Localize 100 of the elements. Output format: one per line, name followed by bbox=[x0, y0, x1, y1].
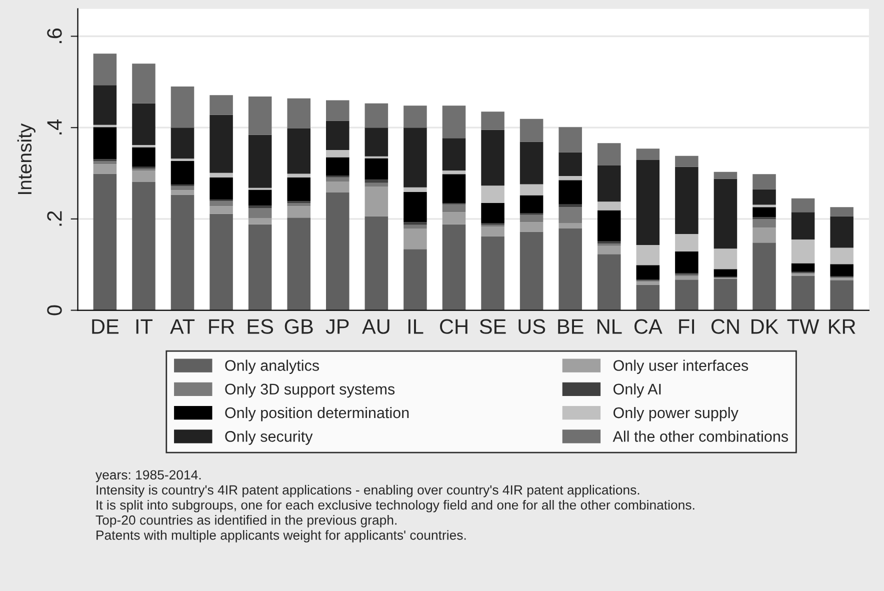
x-tick-label: CA bbox=[634, 319, 662, 334]
bar bbox=[93, 160, 117, 164]
x-tick-label: KR bbox=[829, 319, 856, 334]
bar bbox=[442, 174, 466, 203]
bar bbox=[714, 172, 738, 179]
bar bbox=[404, 128, 427, 188]
bar bbox=[210, 172, 233, 178]
bar bbox=[675, 234, 698, 252]
bar bbox=[287, 98, 310, 129]
bar bbox=[714, 278, 738, 310]
bar bbox=[558, 204, 582, 208]
bar bbox=[558, 223, 582, 229]
bar bbox=[364, 182, 388, 187]
bar bbox=[597, 166, 621, 202]
bar bbox=[636, 282, 660, 285]
bar bbox=[404, 222, 427, 225]
bar bbox=[636, 284, 660, 310]
bar bbox=[636, 160, 660, 245]
x-tick-label: AT bbox=[170, 319, 195, 334]
legend-label: Only power supply bbox=[613, 406, 738, 422]
legend-label: Only security bbox=[225, 430, 313, 445]
legend-label: Only analytics bbox=[225, 360, 319, 374]
bar bbox=[791, 198, 815, 212]
bar bbox=[326, 192, 350, 310]
bar bbox=[210, 214, 233, 310]
x-tick-label: FI bbox=[679, 319, 694, 334]
bar bbox=[132, 64, 156, 104]
bar bbox=[248, 190, 272, 206]
x-tick-label: DE bbox=[92, 319, 119, 334]
bar bbox=[675, 166, 698, 234]
bar bbox=[287, 218, 310, 310]
bar bbox=[675, 276, 698, 280]
bar bbox=[558, 176, 582, 180]
bar bbox=[364, 180, 388, 183]
bar bbox=[287, 177, 310, 202]
x-tick-label: ES bbox=[248, 319, 274, 334]
bar bbox=[791, 276, 815, 310]
x-tick-label: BE bbox=[558, 319, 584, 334]
bar bbox=[520, 232, 544, 310]
bar bbox=[93, 54, 117, 86]
bar bbox=[326, 181, 350, 192]
bar bbox=[481, 226, 504, 236]
bar bbox=[287, 206, 310, 218]
bar bbox=[93, 174, 117, 310]
bar bbox=[481, 202, 504, 224]
bar bbox=[364, 186, 388, 216]
legend-label: Only AI bbox=[613, 383, 661, 398]
bar bbox=[520, 222, 544, 232]
bar bbox=[558, 152, 582, 176]
bar bbox=[364, 158, 388, 180]
bar bbox=[287, 128, 310, 174]
y-tick-label: 0 bbox=[47, 305, 62, 316]
bar bbox=[481, 236, 504, 310]
bar bbox=[364, 128, 388, 156]
bar bbox=[364, 216, 388, 310]
bar bbox=[675, 280, 698, 310]
bar bbox=[442, 212, 466, 224]
bar bbox=[442, 224, 466, 310]
bar bbox=[326, 150, 350, 158]
bar bbox=[752, 174, 776, 190]
legend-label: Only position determination bbox=[225, 406, 409, 422]
bar bbox=[520, 184, 544, 196]
bar bbox=[597, 202, 621, 210]
bar bbox=[714, 269, 738, 277]
bar bbox=[597, 246, 621, 254]
bar bbox=[210, 201, 233, 206]
bar bbox=[404, 249, 427, 310]
bar bbox=[520, 142, 544, 184]
y-tick-label: .2 bbox=[47, 211, 62, 226]
bar bbox=[752, 189, 776, 205]
bar bbox=[248, 208, 272, 218]
bar bbox=[248, 134, 272, 188]
bar bbox=[830, 207, 854, 216]
bar bbox=[636, 148, 660, 160]
bar bbox=[442, 170, 466, 174]
x-tick-label: JP bbox=[326, 319, 349, 334]
y-axis-title: Intensity bbox=[17, 123, 36, 194]
bar bbox=[442, 204, 466, 212]
bar bbox=[326, 100, 350, 121]
bar bbox=[714, 178, 738, 249]
bar bbox=[248, 96, 272, 135]
y-tick-label: .6 bbox=[47, 28, 62, 44]
text: Top-20 countries as identified in the previous graph. bbox=[96, 515, 396, 528]
bar bbox=[791, 212, 815, 240]
bar bbox=[93, 127, 117, 160]
bar bbox=[170, 128, 194, 159]
legend-label: All the other combinations bbox=[612, 430, 788, 442]
bar bbox=[404, 192, 427, 222]
bar bbox=[132, 170, 156, 182]
bar bbox=[636, 244, 660, 266]
bar bbox=[210, 177, 233, 200]
bar bbox=[210, 95, 233, 115]
x-tick-label: AU bbox=[362, 319, 390, 334]
bar bbox=[170, 186, 194, 190]
bar bbox=[170, 190, 194, 195]
x-tick-label: TW bbox=[787, 319, 820, 334]
bar bbox=[520, 214, 544, 222]
bar bbox=[791, 239, 815, 264]
bar bbox=[714, 248, 738, 270]
bar bbox=[404, 187, 427, 192]
